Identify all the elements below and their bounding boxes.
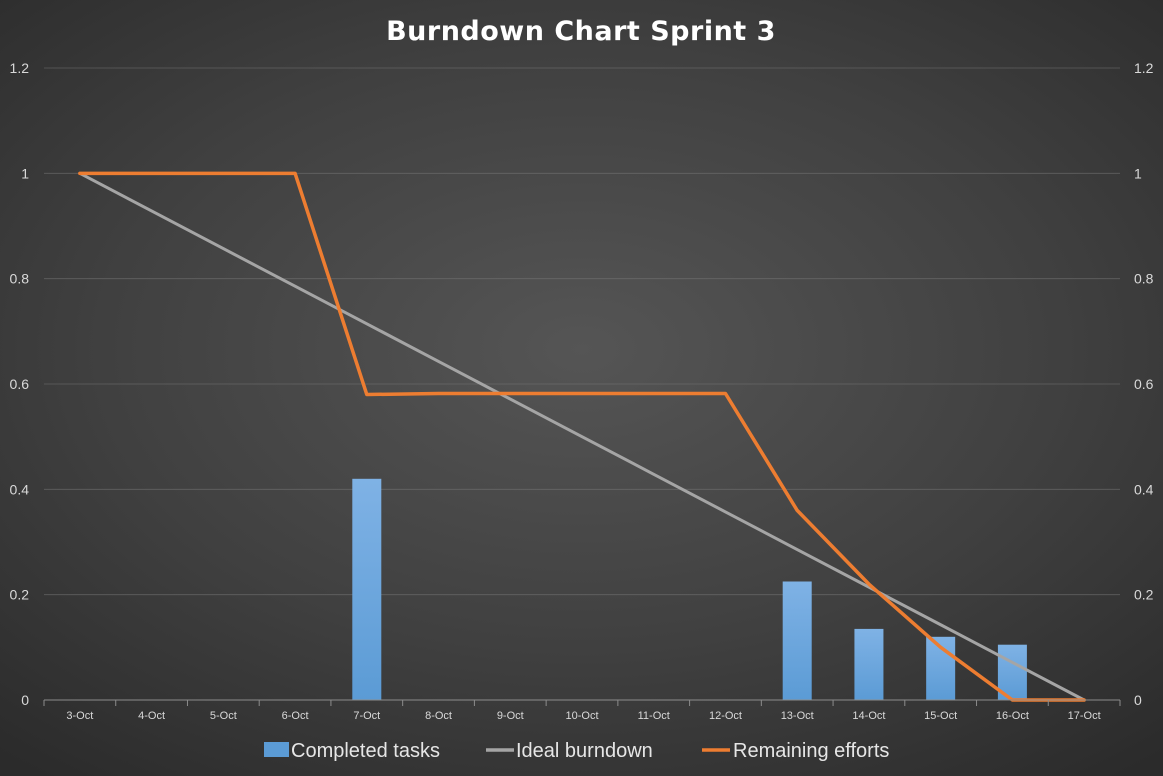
- x-tick-label: 15-Oct: [924, 710, 957, 722]
- y-tick-label-right: 0.8: [1134, 271, 1154, 287]
- y-tick-label-left: 1: [21, 165, 29, 181]
- ideal-burndown-line: [78, 171, 1086, 702]
- x-tick-label: 10-Oct: [565, 710, 598, 722]
- remaining-efforts-line: [78, 171, 1086, 702]
- x-tick-label: 12-Oct: [709, 710, 742, 722]
- x-tick-label: 6-Oct: [282, 710, 309, 722]
- completed-tasks-bar: [352, 478, 382, 700]
- x-axis: 3-Oct 4-Oct 5-Oct 6-Oct 7-Oct 8-Oct 9-Oct 10-Oc…: [43, 699, 1121, 722]
- legend-label: Completed tasks: [291, 740, 440, 762]
- chart-title: Burndown Chart Sprint 3: [386, 16, 776, 47]
- y-tick-label-right: 0.4: [1134, 481, 1154, 497]
- y-tick-label-left: 0.2: [10, 587, 30, 603]
- y-axis-right: 0 0.2 0.4 0.6 0.8 1 1.2: [1134, 60, 1154, 708]
- x-tick-label: 11-Oct: [638, 710, 670, 722]
- x-tick-label: 16-Oct: [996, 710, 1029, 722]
- x-tick-label: 4-Oct: [138, 710, 165, 722]
- x-tick-label: 17-Oct: [1068, 710, 1101, 722]
- y-tick-label-left: 0.6: [10, 376, 30, 392]
- gridlines: [44, 67, 1120, 596]
- y-axis-left: 0 0.2 0.4 0.6 0.8 1 1.2: [10, 60, 30, 708]
- y-tick-label-right: 0: [1134, 692, 1142, 708]
- x-tick-label: 13-Oct: [781, 710, 814, 722]
- y-tick-label-right: 0.2: [1134, 587, 1154, 603]
- x-tick-label: 3-Oct: [66, 710, 93, 722]
- legend-label: Remaining efforts: [733, 740, 889, 762]
- y-tick-label-left: 0.4: [10, 481, 30, 497]
- y-tick-label-left: 1.2: [10, 60, 30, 76]
- legend: Completed tasks Ideal burndown Remaining e…: [264, 740, 889, 762]
- legend-swatch-completed-tasks: [264, 742, 289, 757]
- burndown-lines: [78, 171, 1086, 702]
- x-tick-label: 7-Oct: [353, 710, 380, 722]
- y-tick-label-left: 0.8: [10, 271, 30, 287]
- y-tick-label-right: 1.2: [1134, 60, 1154, 76]
- y-tick-label-right: 1: [1134, 165, 1142, 181]
- y-tick-label-right: 0.6: [1134, 376, 1154, 392]
- x-tick-label: 14-Oct: [852, 710, 885, 722]
- completed-tasks-bar: [854, 628, 884, 700]
- x-tick-label: 9-Oct: [497, 710, 524, 722]
- completed-tasks-bars: [352, 478, 1027, 700]
- y-tick-label-left: 0: [21, 692, 29, 708]
- x-tick-label: 5-Oct: [210, 710, 237, 722]
- completed-tasks-bar: [782, 581, 812, 700]
- legend-label: Ideal burndown: [516, 740, 653, 762]
- x-tick-label: 8-Oct: [425, 710, 452, 722]
